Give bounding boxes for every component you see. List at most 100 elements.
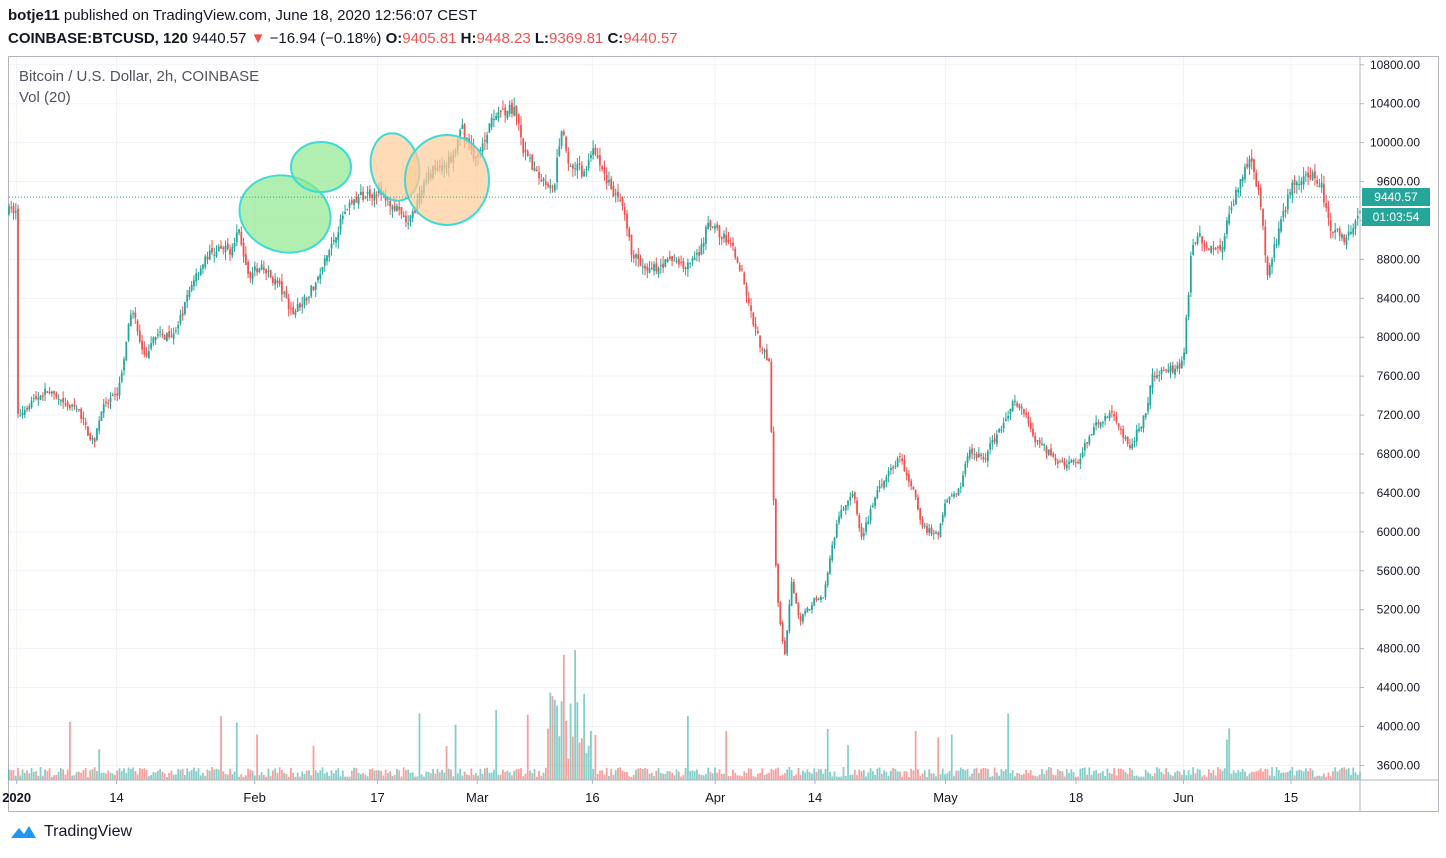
volume-bar	[305, 770, 308, 780]
volume-bar	[197, 768, 200, 780]
volume-bar	[526, 714, 529, 780]
volume-bar	[889, 770, 892, 780]
volume-bar	[714, 767, 716, 780]
volume-bar	[705, 774, 707, 780]
y-tick-label: 10000.00	[1370, 136, 1420, 150]
candle-body	[754, 323, 757, 329]
tradingview-logo[interactable]: TradingView	[8, 823, 132, 841]
volume-bar	[910, 768, 913, 780]
volume-bar	[1158, 768, 1161, 780]
volume-bars	[8, 650, 1361, 780]
volume-bar	[817, 768, 820, 780]
volume-bar	[1122, 769, 1125, 780]
volume-bar	[569, 703, 572, 780]
volume-bar	[233, 771, 236, 780]
candle-body	[411, 211, 414, 218]
volume-bar	[1045, 770, 1048, 780]
candle-body	[592, 148, 595, 156]
candle-body	[348, 202, 351, 208]
candle-body	[869, 509, 872, 521]
volume-bar	[359, 774, 362, 780]
volume-bar	[682, 775, 685, 780]
candle-body	[903, 459, 906, 472]
volume-bar	[1034, 775, 1037, 780]
volume-bar	[511, 775, 513, 780]
volume-bar	[1126, 773, 1129, 780]
volume-bar	[802, 770, 804, 780]
candle-body	[68, 405, 71, 409]
volume-bar	[154, 772, 157, 780]
candle-body	[1149, 385, 1152, 406]
volume-bar	[89, 770, 92, 780]
candle-body	[544, 181, 547, 186]
candle-body	[278, 280, 281, 284]
volume-bar	[1277, 769, 1280, 780]
candle-body	[483, 140, 486, 142]
volume-bar	[303, 773, 306, 780]
candle-body	[535, 170, 538, 172]
y-tick-label: 8000.00	[1377, 330, 1421, 344]
last-price-badge-text: 9440.57	[1374, 190, 1418, 204]
volume-bar	[1162, 774, 1165, 780]
volume-bar	[995, 772, 998, 780]
volume-bar	[400, 776, 403, 780]
author-name: botje11	[8, 7, 60, 24]
candle-body	[966, 456, 969, 464]
volume-bar	[32, 771, 35, 780]
volume-bar	[1280, 772, 1282, 780]
candle-body	[811, 605, 813, 610]
volume-bar	[1257, 770, 1260, 780]
candle-body	[323, 258, 326, 266]
candle-body	[1151, 373, 1154, 388]
candle-body	[664, 259, 667, 267]
candle-body	[23, 410, 26, 415]
candle-body	[125, 341, 128, 361]
volume-bar	[986, 768, 989, 780]
candle-body	[1277, 228, 1280, 245]
volume-bar	[1282, 772, 1285, 780]
candle-body	[28, 406, 31, 410]
candle-body	[1165, 369, 1167, 371]
volume-bar	[168, 772, 171, 780]
candle-body	[1262, 209, 1264, 226]
volume-bar	[689, 771, 692, 780]
volume-bar	[626, 771, 628, 780]
candle-body	[1122, 428, 1125, 438]
volume-bar	[344, 776, 346, 780]
volume-bar	[779, 775, 782, 780]
volume-bar	[1063, 776, 1066, 780]
volume-bar	[479, 768, 482, 780]
candle-body	[831, 545, 834, 561]
volume-bar	[926, 776, 928, 780]
candle-body	[1180, 360, 1183, 369]
candle-body	[30, 400, 33, 408]
volume-bar	[1320, 776, 1323, 780]
volume-bar	[826, 728, 829, 780]
candle-body	[1023, 409, 1025, 414]
volume-bar	[1264, 769, 1267, 780]
volume-bar	[116, 770, 119, 780]
candle-body	[878, 485, 881, 489]
candle-body	[1284, 210, 1287, 212]
volume-bar	[260, 772, 263, 780]
candle-body	[844, 504, 847, 511]
chart-frame[interactable]	[8, 56, 1439, 812]
volume-bar	[1248, 773, 1251, 780]
candle-body	[366, 191, 369, 194]
candle-body	[486, 135, 489, 144]
volume-bar	[1228, 728, 1231, 780]
candle-body	[511, 102, 513, 114]
candle-body	[759, 335, 761, 348]
volume-bar	[39, 767, 42, 780]
candle-body	[792, 581, 795, 593]
candle-body	[932, 533, 935, 535]
volume-bar	[1036, 776, 1039, 780]
volume-bar	[366, 776, 369, 780]
volume-bar	[923, 770, 926, 780]
volume-bar	[840, 776, 843, 780]
candle-body	[93, 438, 96, 443]
candle-body	[1341, 234, 1343, 239]
candle-body	[319, 274, 322, 279]
candle-body	[522, 138, 525, 154]
